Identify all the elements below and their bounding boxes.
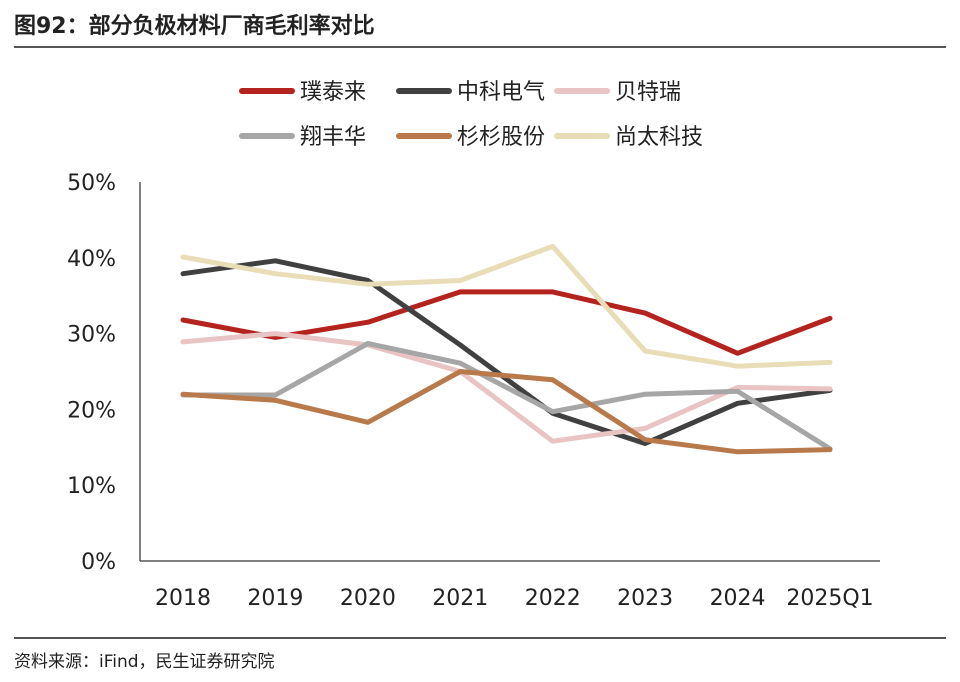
x-tick-label: 2020 [340, 586, 396, 611]
legend-label: 翔丰华 [300, 125, 366, 150]
y-tick-label: 20% [67, 398, 116, 423]
x-tick-label: 2022 [525, 586, 581, 611]
legend-label: 璞泰来 [300, 80, 366, 105]
series-line-5 [180, 243, 833, 369]
y-tick-label: 40% [67, 247, 116, 272]
series-line-2 [180, 331, 833, 444]
y-tick-label: 0% [81, 550, 116, 575]
x-tick-label: 2025Q1 [786, 586, 873, 611]
series-line-3 [180, 341, 833, 452]
y-tick-label: 30% [67, 323, 116, 348]
y-tick-label: 10% [67, 474, 116, 499]
series-line-0 [180, 289, 833, 356]
legend-label: 中科电气 [457, 80, 545, 105]
y-axis: 0% 10% 20% 30% 40% 50% [67, 171, 141, 575]
x-tick-label: 2021 [432, 586, 488, 611]
x-tick-label: 2018 [155, 586, 211, 611]
x-tick-label: 2019 [247, 586, 303, 611]
legend-label: 尚太科技 [615, 125, 703, 150]
legend-label: 杉杉股份 [457, 125, 545, 150]
x-axis: 2018 2019 2020 2021 2022 2023 2024 2025Q1 [140, 560, 880, 611]
x-tick-label: 2023 [617, 586, 673, 611]
series-line-1 [180, 258, 833, 446]
source-divider [14, 637, 946, 639]
title-divider [14, 46, 946, 48]
series-line-4 [180, 369, 833, 455]
legend-label: 贝特瑞 [615, 80, 681, 105]
series-lines [180, 243, 833, 455]
source-note: 资料来源：iFind，民生证券研究院 [14, 652, 275, 672]
chart-title: 图92：部分负极材料厂商毛利率对比 [14, 14, 375, 39]
x-tick-label: 2024 [710, 586, 766, 611]
y-tick-label: 50% [67, 171, 116, 196]
